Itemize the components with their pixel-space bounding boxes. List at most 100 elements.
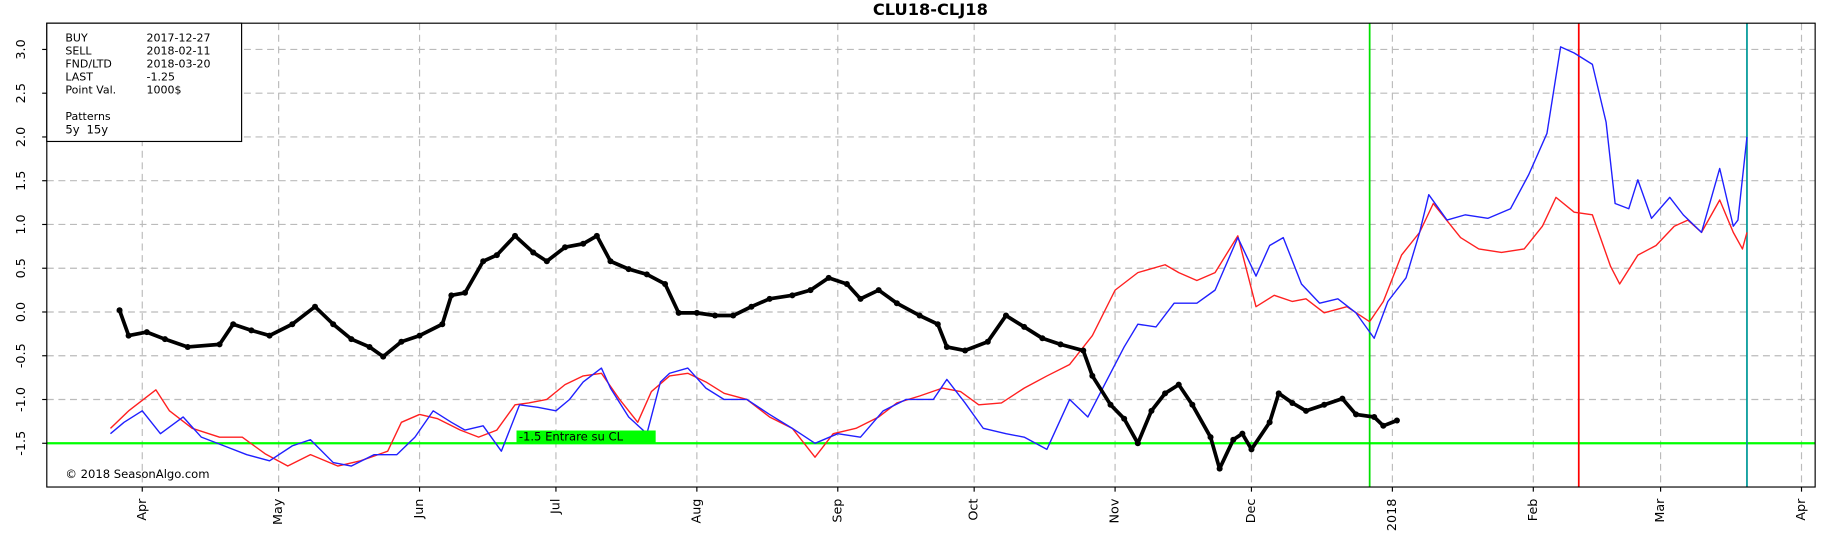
series-marker [1134,440,1141,447]
chart-title: CLU18-CLJ18 [873,0,988,19]
info-key: LAST [65,71,93,84]
series-marker [789,292,796,299]
y-tick-label: -0.5 [14,343,29,368]
series-marker [1266,419,1273,426]
series-marker [266,332,273,339]
series-marker [398,338,405,345]
y-tick-label: -1.0 [14,387,29,412]
series-marker [748,303,755,310]
series-marker [1230,436,1237,443]
x-tick-label: Apr [1794,498,1809,521]
info-key: SELL [65,44,92,57]
series-marker [562,244,569,251]
series-marker [1089,372,1096,379]
info-box [46,22,243,143]
y-tick-label: 2.5 [14,83,29,103]
series-marker [448,292,455,299]
background [3,0,1823,545]
series-marker [916,312,923,319]
series-line [117,234,1398,471]
series-marker [593,232,600,239]
series-marker [125,332,132,339]
y-tick-label: 0.5 [14,258,29,278]
info-key: BUY [65,31,88,44]
x-tick-label: Sep [830,499,845,523]
x-tick-label: Jun [412,499,427,520]
series-marker [1002,312,1009,319]
series-line [109,196,1748,467]
x-tick-label: Mar [1653,498,1668,523]
series-marker [662,280,669,288]
info-value: 2018-03-20 [147,57,211,70]
series-marker [712,312,719,319]
y-tick-label: 1.0 [14,214,29,234]
series-marker [230,321,237,328]
series-marker [843,280,850,288]
series-marker [1371,413,1378,421]
series-marker [1021,323,1028,330]
series-marker [1302,407,1310,414]
series-marker [643,271,650,278]
x-tick-label: Jul [548,499,563,515]
series-marker [893,300,900,307]
series-marker [943,343,950,351]
series-marker [875,287,882,294]
series-marker [962,347,969,354]
plot-frame [46,22,1816,488]
series-line [110,46,1748,467]
series-marker [1321,401,1328,408]
series-marker [1121,415,1128,422]
series-marker [416,332,423,339]
series-marker [493,252,500,259]
x-tick-label: Aug [689,499,704,524]
series-marker [984,338,991,345]
series-marker [439,321,446,328]
x-tick-label: Apr [135,498,150,521]
series-marker [348,336,355,343]
series-marker [730,312,737,319]
x-tick-label: 2018 [1385,499,1400,531]
x-tick-label: May [271,498,286,525]
x-tick-label: Feb [1526,499,1541,522]
y-tick-label: -1.5 [14,431,29,456]
series-marker [184,343,191,351]
series-marker [1148,407,1155,414]
series-marker [161,336,169,343]
info-key: Point Val. [65,84,116,97]
y-tick-label: 1.5 [14,171,29,191]
series-marker [543,258,550,265]
y-tick-label: 0.0 [14,302,29,322]
entry-label: -1.5 Entrare su CL [519,429,624,443]
series-marker [607,258,614,265]
info-value: 2017-12-27 [147,31,211,44]
series-marker [1289,399,1296,407]
series-marker [934,321,941,328]
series-marker [1339,395,1346,402]
series-marker [1162,390,1169,397]
legend-entry: 15y [87,122,109,136]
series-marker [1039,335,1046,342]
series-marker [1380,422,1387,429]
series-marker [1107,401,1114,408]
series-marker [625,266,632,273]
series-marker [366,343,373,351]
series-marker [1080,347,1087,354]
y-tick-label: 3.0 [14,39,29,59]
series-marker [675,309,682,316]
series-marker [807,287,814,294]
series-marker [1239,430,1246,437]
info-value: 1000$ [147,84,182,97]
copyright: © 2018 SeasonAlgo.com [65,467,209,481]
series-marker [1057,341,1064,348]
series-marker [1175,381,1182,388]
series-marker [1248,446,1255,453]
patterns-title: Patterns [65,110,111,123]
series-marker [330,321,337,328]
series-marker [1207,434,1214,441]
x-tick-label: Oct [967,499,982,521]
info-value: 2018-02-11 [147,44,211,57]
info-key: FND/LTD [65,57,112,70]
y-tick-label: 2.0 [14,127,29,147]
series-marker [380,353,387,360]
